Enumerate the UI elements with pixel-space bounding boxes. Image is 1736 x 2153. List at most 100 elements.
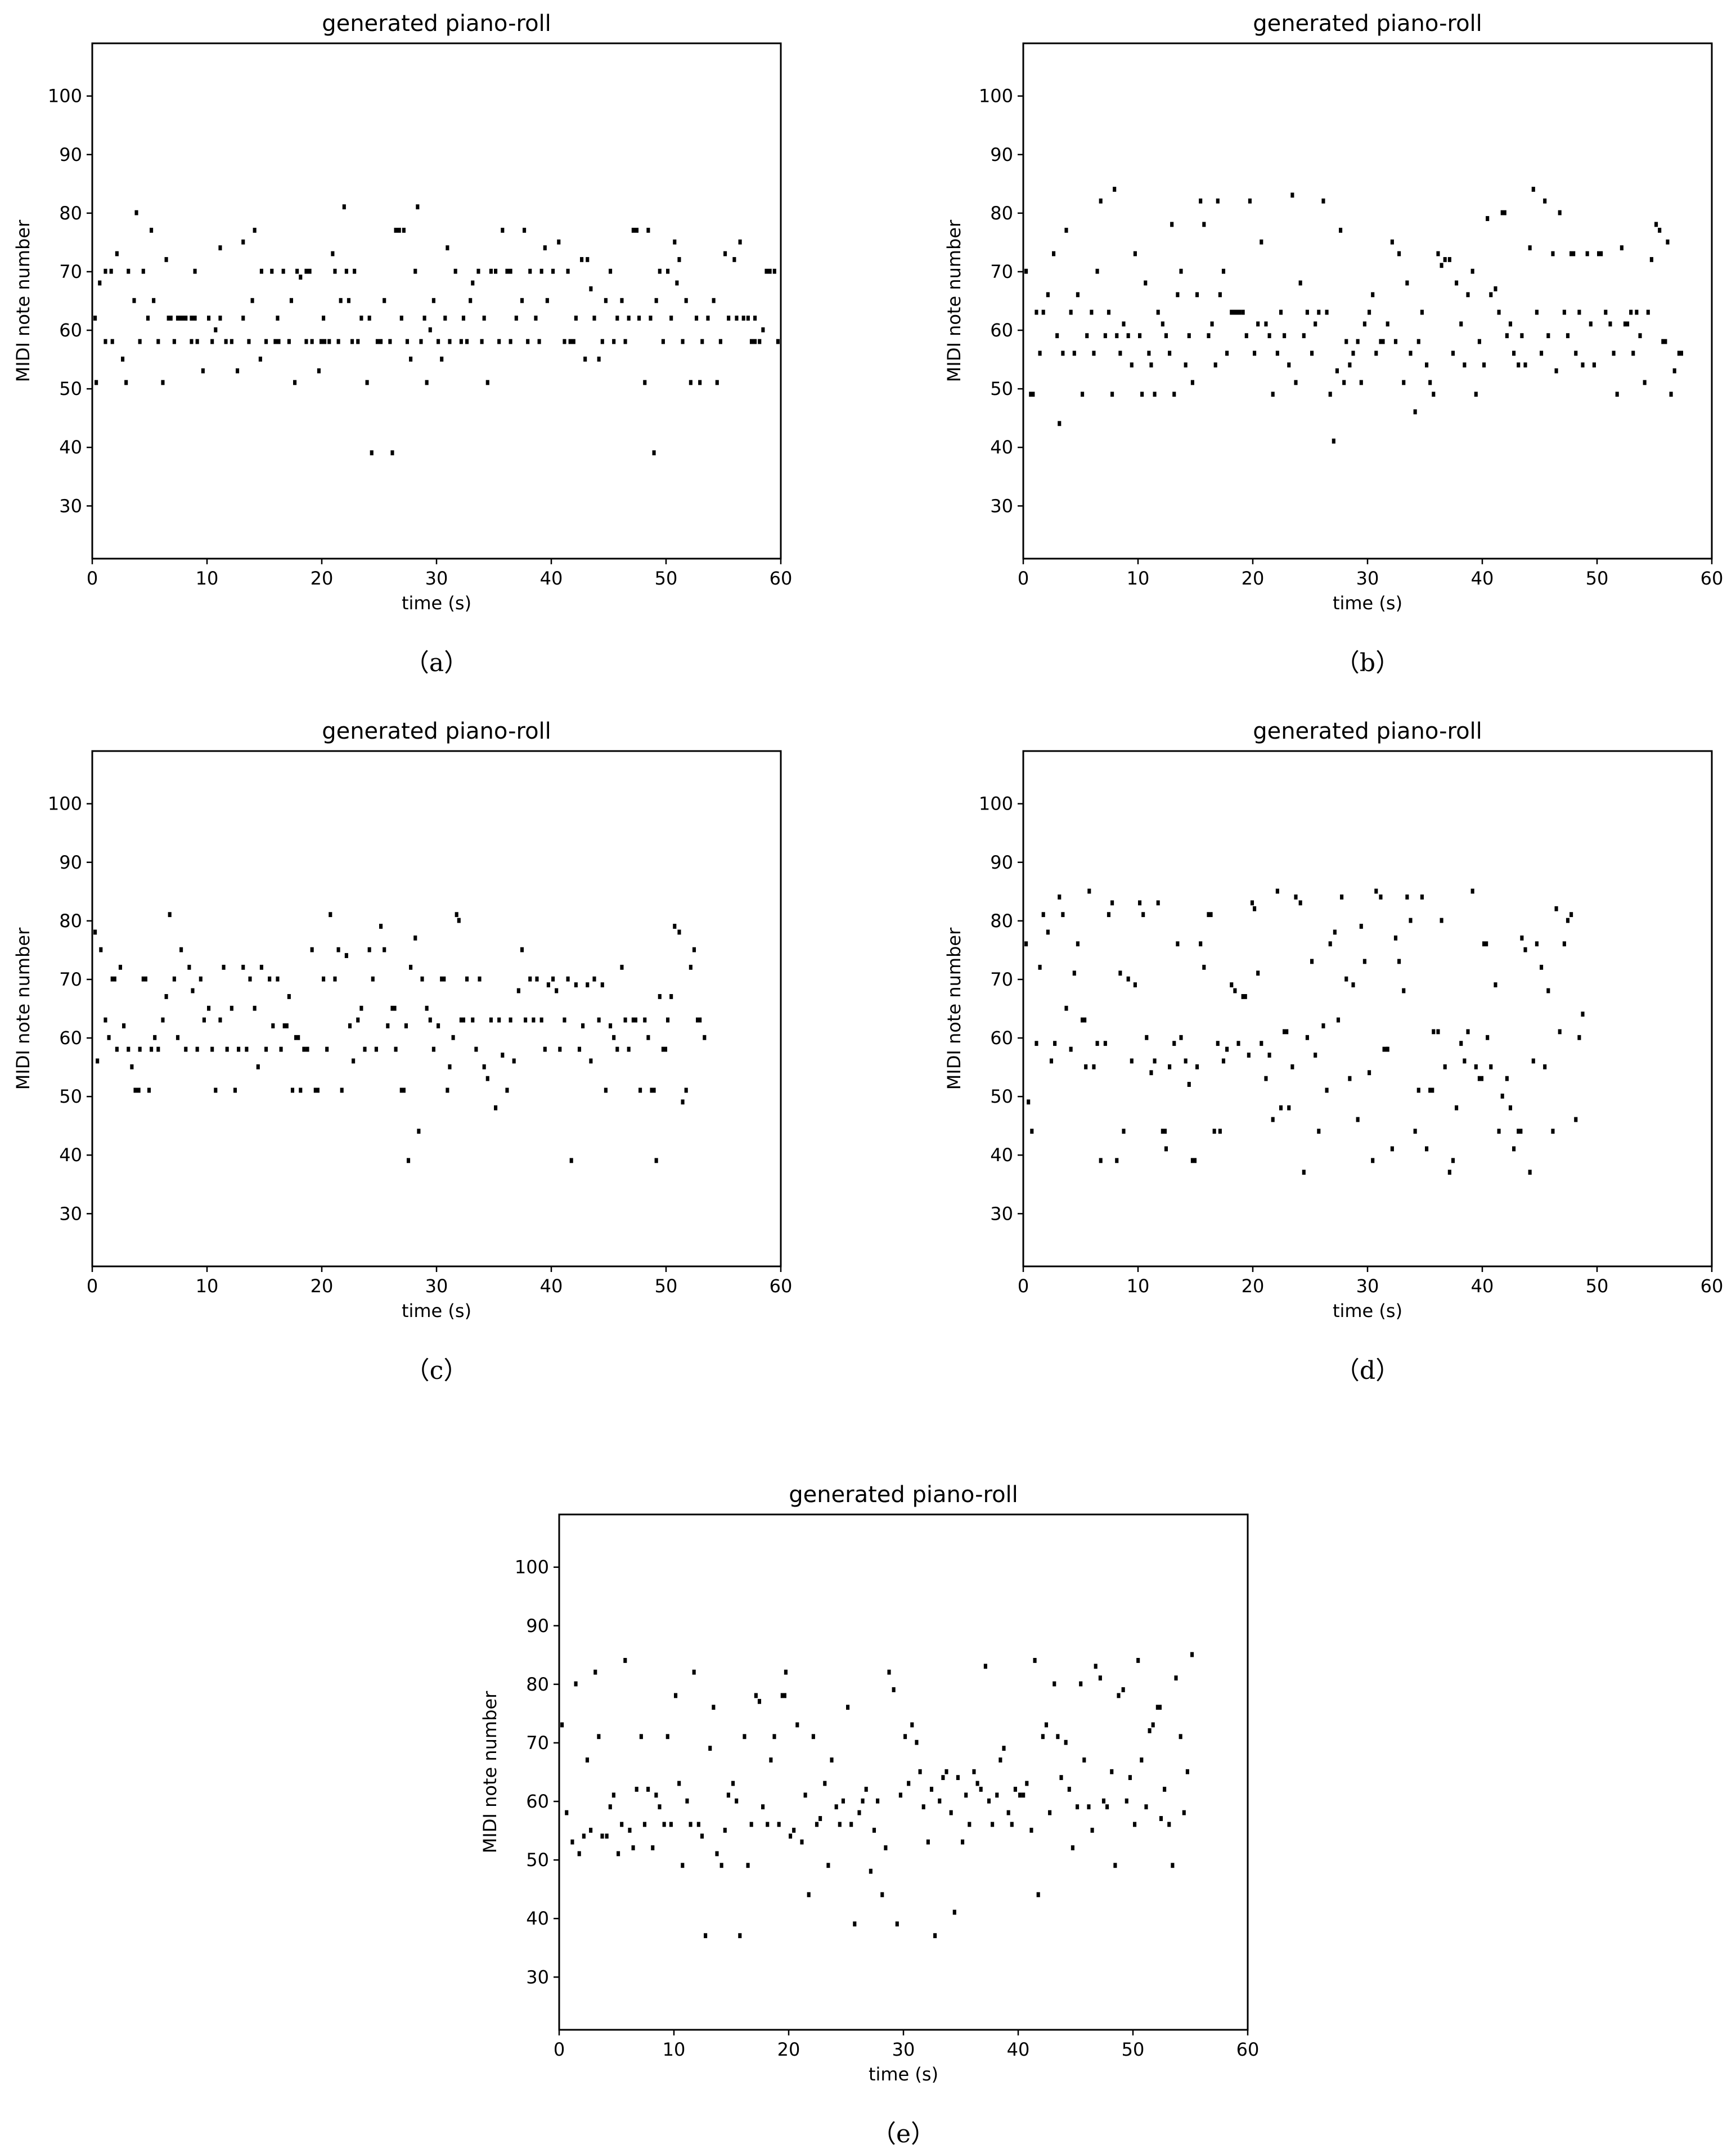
note-mark bbox=[643, 1017, 647, 1023]
note-mark bbox=[96, 1058, 100, 1064]
y-tick-label: 70 bbox=[59, 969, 82, 990]
note-mark bbox=[776, 339, 780, 344]
note-mark bbox=[593, 1669, 597, 1675]
note-mark bbox=[437, 339, 440, 344]
note-mark bbox=[1213, 362, 1217, 368]
note-mark bbox=[241, 316, 245, 321]
note-mark bbox=[1141, 912, 1145, 918]
note-mark bbox=[846, 1705, 850, 1710]
note-mark bbox=[703, 1035, 707, 1040]
note-mark bbox=[279, 1046, 283, 1052]
note-mark bbox=[1505, 1076, 1509, 1081]
note-mark bbox=[1155, 1705, 1162, 1710]
note-mark bbox=[428, 327, 432, 332]
note-mark bbox=[637, 316, 641, 321]
note-mark bbox=[1497, 309, 1501, 315]
note-mark bbox=[1027, 1099, 1031, 1105]
note-mark bbox=[446, 1087, 449, 1093]
note-mark bbox=[700, 339, 704, 344]
note-mark bbox=[179, 947, 183, 952]
note-mark bbox=[1187, 1082, 1191, 1087]
note-mark bbox=[1010, 1822, 1014, 1827]
note-mark bbox=[210, 1046, 214, 1052]
note-mark bbox=[689, 380, 692, 385]
note-mark bbox=[485, 1076, 489, 1081]
note-mark bbox=[880, 1892, 884, 1898]
x-tick-label: 60 bbox=[1236, 2039, 1260, 2060]
note-mark bbox=[1267, 333, 1271, 339]
note-mark bbox=[1113, 187, 1117, 192]
note-mark bbox=[187, 964, 191, 970]
note-mark bbox=[1221, 1058, 1226, 1064]
panel-caption: （a） bbox=[404, 649, 469, 677]
note-mark bbox=[689, 964, 692, 970]
note-mark bbox=[336, 947, 340, 952]
note-mark bbox=[451, 1035, 455, 1040]
note-mark bbox=[367, 316, 371, 321]
note-mark bbox=[1546, 333, 1550, 339]
note-mark bbox=[1581, 1012, 1585, 1017]
x-tick-label: 40 bbox=[1471, 1275, 1494, 1297]
note-mark bbox=[390, 1005, 397, 1011]
note-mark bbox=[379, 924, 383, 929]
y-tick-label: 30 bbox=[59, 495, 82, 516]
note-mark bbox=[104, 1017, 107, 1023]
note-mark bbox=[383, 947, 386, 952]
x-tick-label: 10 bbox=[1127, 568, 1150, 589]
x-tick-label: 30 bbox=[425, 1275, 448, 1297]
note-mark bbox=[195, 339, 199, 344]
note-mark bbox=[1121, 1687, 1125, 1692]
note-mark bbox=[1138, 333, 1142, 339]
note-mark bbox=[1554, 368, 1558, 374]
note-mark bbox=[1374, 350, 1378, 356]
note-mark bbox=[214, 1087, 218, 1093]
note-mark bbox=[104, 268, 107, 274]
note-mark bbox=[1279, 1105, 1283, 1111]
note-mark bbox=[1105, 1804, 1109, 1810]
note-mark bbox=[684, 298, 688, 303]
note-mark bbox=[761, 1804, 765, 1810]
note-mark bbox=[1543, 198, 1547, 204]
x-tick-label: 40 bbox=[1007, 2039, 1030, 2060]
note-mark bbox=[1447, 257, 1451, 262]
note-mark bbox=[999, 1757, 1002, 1763]
note-mark bbox=[264, 1046, 268, 1052]
note-mark bbox=[620, 964, 624, 970]
note-mark bbox=[1082, 1757, 1086, 1763]
note-mark bbox=[388, 339, 392, 344]
note-mark bbox=[1317, 309, 1321, 315]
note-mark bbox=[589, 1058, 593, 1064]
note-mark bbox=[723, 1827, 727, 1833]
note-mark bbox=[1041, 1734, 1045, 1740]
note-mark bbox=[1466, 1029, 1470, 1035]
note-mark bbox=[379, 339, 383, 344]
note-mark bbox=[1184, 362, 1188, 368]
note-mark bbox=[469, 298, 473, 303]
note-mark bbox=[1654, 222, 1658, 227]
note-mark bbox=[1264, 321, 1268, 327]
note-mark bbox=[172, 339, 176, 344]
note-mark bbox=[1094, 1664, 1098, 1669]
note-mark bbox=[1038, 350, 1042, 356]
note-mark bbox=[1133, 982, 1137, 988]
note-mark bbox=[167, 316, 173, 321]
note-mark bbox=[1585, 251, 1589, 257]
note-mark bbox=[1497, 1129, 1501, 1134]
note-mark bbox=[1294, 380, 1298, 385]
note-mark bbox=[795, 1722, 799, 1728]
note-mark bbox=[1110, 1769, 1114, 1774]
y-tick-label: 40 bbox=[59, 437, 82, 458]
note-mark bbox=[1117, 1693, 1121, 1698]
note-mark bbox=[597, 1734, 601, 1740]
y-tick-label: 70 bbox=[526, 1732, 549, 1754]
note-mark bbox=[322, 316, 326, 321]
note-mark bbox=[485, 380, 489, 385]
note-mark bbox=[1136, 1658, 1140, 1663]
note-mark bbox=[1298, 900, 1302, 906]
note-mark bbox=[600, 1833, 604, 1839]
note-mark bbox=[259, 964, 263, 970]
x-tick-label: 50 bbox=[1586, 568, 1609, 589]
note-mark bbox=[1103, 1041, 1107, 1046]
note-mark bbox=[505, 268, 512, 274]
note-mark bbox=[1558, 210, 1562, 215]
